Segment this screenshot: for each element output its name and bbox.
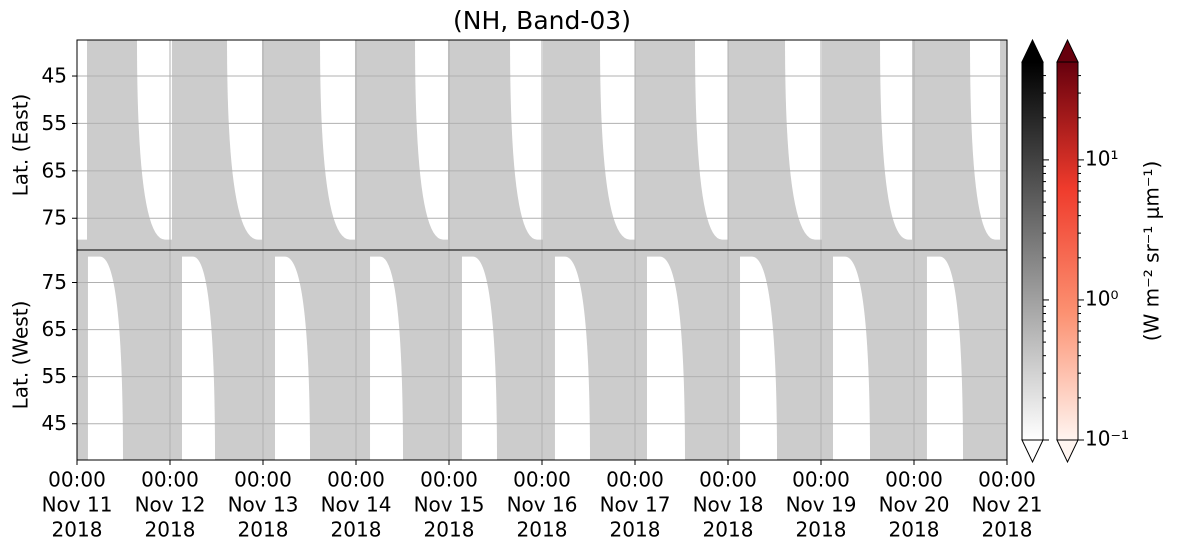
gap [87, 256, 123, 460]
gap [510, 40, 543, 240]
gap [740, 256, 778, 460]
x-tick-label: Nov 14 [321, 493, 392, 517]
y-axis-label: Lat. (West) [9, 301, 33, 410]
gap [320, 40, 355, 240]
x-tick-label: 00:00 [48, 468, 106, 492]
colorbar-tick-label: 10⁻¹ [1085, 427, 1129, 451]
x-tick-label: Nov 17 [600, 493, 671, 517]
colorbar [1056, 61, 1079, 441]
gap [833, 256, 871, 460]
gap [926, 256, 964, 460]
y-tick-label: 55 [42, 364, 67, 388]
gap [415, 40, 448, 240]
x-tick-label: Nov 20 [879, 493, 950, 517]
colorbar-extend-max [1021, 38, 1044, 63]
x-tick-label: Nov 16 [507, 493, 578, 517]
y-tick-label: 65 [42, 317, 67, 341]
x-tick-label: Nov 12 [135, 493, 206, 517]
colorbar-extend-min [1056, 439, 1079, 464]
gap [182, 256, 216, 460]
x-tick-label: 2018 [889, 518, 940, 542]
y-tick-label: 75 [42, 206, 67, 230]
x-tick-label: 00:00 [885, 468, 943, 492]
x-tick-label: 00:00 [606, 468, 664, 492]
x-tick-label: 00:00 [234, 468, 292, 492]
x-tick-label: 2018 [703, 518, 754, 542]
x-tick-label: Nov 21 [972, 493, 1043, 517]
colorbar [1021, 61, 1044, 441]
gap [227, 40, 262, 240]
x-tick-label: 2018 [982, 518, 1033, 542]
x-tick-label: 00:00 [978, 468, 1036, 492]
gap [136, 40, 172, 240]
colorbar-extend-min [1021, 439, 1044, 464]
colorbar-label: (W m⁻² sr⁻¹ μm⁻¹) [1140, 161, 1164, 342]
gap [785, 40, 822, 240]
gap [694, 40, 728, 240]
colorbar-extend-max [1056, 38, 1079, 63]
gap [461, 256, 497, 460]
x-tick-label: 2018 [517, 518, 568, 542]
gap [969, 40, 1001, 240]
x-tick-label: 2018 [610, 518, 661, 542]
y-tick-label: 65 [42, 158, 67, 182]
x-tick-label: 2018 [145, 518, 196, 542]
gap [77, 40, 88, 240]
colorbar-tick-label: 10¹ [1085, 146, 1118, 170]
x-tick-label: 2018 [238, 518, 289, 542]
gap [370, 256, 404, 460]
x-tick-label: Nov 18 [693, 493, 764, 517]
gap [880, 40, 912, 240]
x-tick-label: 2018 [796, 518, 847, 542]
x-tick-label: 2018 [52, 518, 103, 542]
y-tick-label: 45 [42, 411, 67, 435]
x-tick-label: 00:00 [420, 468, 478, 492]
x-tick-label: Nov 11 [42, 493, 113, 517]
x-tick-label: 2018 [331, 518, 382, 542]
gap [599, 40, 635, 240]
x-tick-label: 00:00 [699, 468, 757, 492]
y-tick-label: 45 [42, 64, 67, 88]
x-tick-label: 00:00 [141, 468, 199, 492]
colorbar-tick-label: 10⁰ [1085, 286, 1118, 310]
y-tick-label: 55 [42, 111, 67, 135]
y-axis-label: Lat. (East) [9, 94, 33, 197]
x-tick-label: Nov 13 [228, 493, 299, 517]
gap [647, 256, 685, 460]
x-tick-label: Nov 19 [786, 493, 857, 517]
x-tick-label: Nov 15 [414, 493, 485, 517]
x-tick-label: 00:00 [513, 468, 571, 492]
gap [275, 256, 311, 460]
x-tick-label: 00:00 [792, 468, 850, 492]
chart-title: (NH, Band-03) [453, 6, 631, 35]
x-tick-label: 00:00 [327, 468, 385, 492]
y-tick-label: 75 [42, 270, 67, 294]
gap [554, 256, 590, 460]
x-tick-label: 2018 [424, 518, 475, 542]
